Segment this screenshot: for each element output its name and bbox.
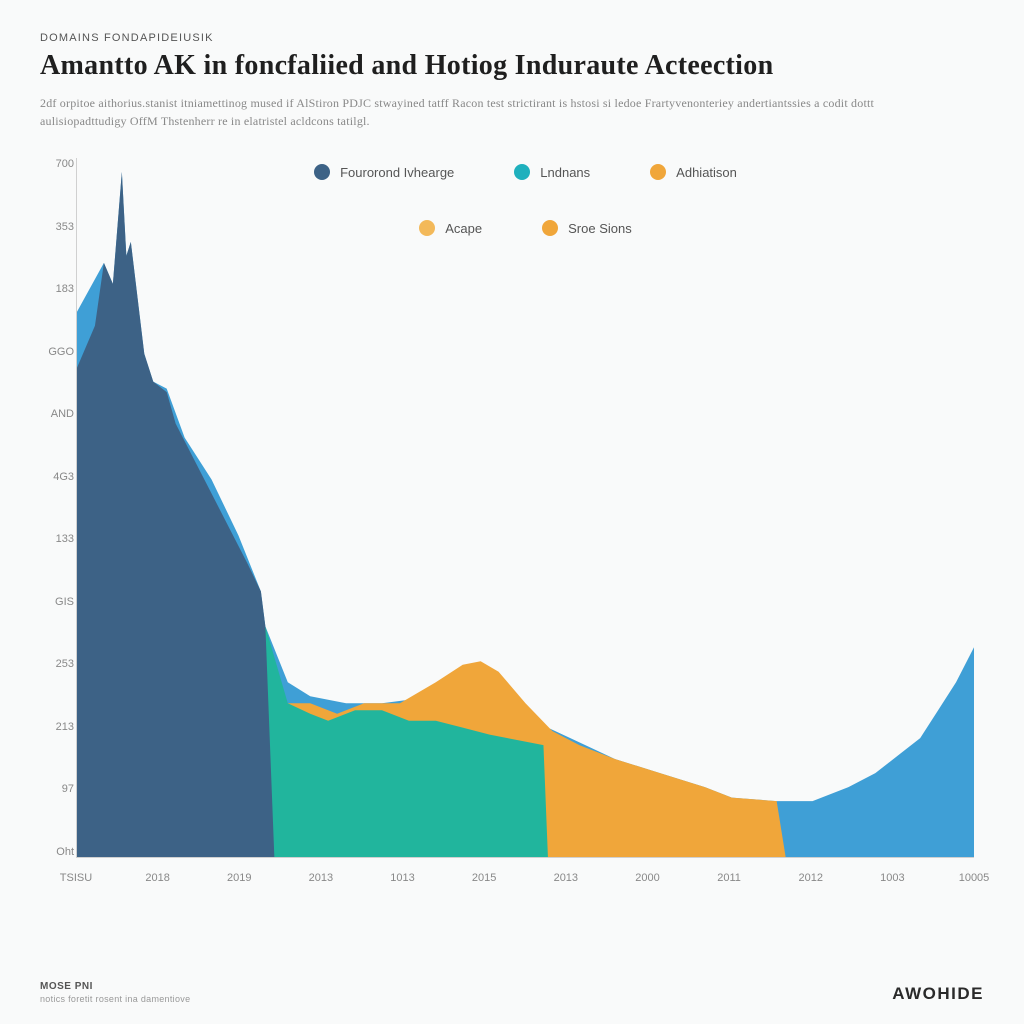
y-axis: 700 353 183 GGO AND 4G3 133 GIS 253 213 97 Oht: [40, 158, 74, 858]
x-tick: 2013: [554, 872, 578, 884]
x-tick: 2015: [472, 872, 496, 884]
x-tick: 1013: [390, 872, 414, 884]
brand-logo: AWOHIDE: [892, 984, 984, 1004]
x-tick: 2013: [309, 872, 333, 884]
footnote: MOSE PNI notics foretit rosent ina damen…: [40, 981, 190, 1004]
area-svg: [77, 158, 974, 857]
footnote-text: notics foretit rosent ina damentiove: [40, 994, 190, 1004]
x-tick: 2012: [798, 872, 822, 884]
area-darkblue-front: [77, 172, 274, 857]
x-tick: 2011: [717, 872, 741, 884]
subtitle-text: 2df orpitoe aithorius.stanist itniametti…: [40, 94, 960, 130]
area-teal-mid: [261, 626, 548, 857]
footer: MOSE PNI notics foretit rosent ina damen…: [40, 981, 984, 1004]
x-tick: 10005: [959, 872, 990, 884]
y-tick: GGO: [40, 346, 74, 358]
x-tick: 2000: [635, 872, 659, 884]
y-tick: 4G3: [40, 471, 74, 483]
page-title: Amantto AK in foncfaliied and Hotiog Ind…: [40, 50, 984, 82]
y-tick: GIS: [40, 596, 74, 608]
x-tick: 2018: [145, 872, 169, 884]
y-tick: 253: [40, 658, 74, 670]
y-tick: 97: [40, 783, 74, 795]
y-tick: 183: [40, 283, 74, 295]
plot-area: Fourorond IvheargeLndnansAdhiatison Acap…: [76, 158, 974, 858]
y-tick: 700: [40, 158, 74, 170]
x-axis: TSISU20182019201310132015201320002011201…: [76, 862, 974, 898]
eyebrow-text: DOMAINS FONDAPIDEIUSIK: [40, 32, 984, 44]
y-tick: Oht: [40, 846, 74, 858]
x-tick: 2019: [227, 872, 251, 884]
y-tick: 353: [40, 221, 74, 233]
y-tick: AND: [40, 408, 74, 420]
x-tick: 1003: [880, 872, 904, 884]
footnote-label: MOSE PNI: [40, 981, 190, 992]
x-tick: TSISU: [60, 872, 92, 884]
y-tick: 133: [40, 533, 74, 545]
y-tick: 213: [40, 721, 74, 733]
chart-container: 700353183GGOAND4G3133GIS25321397Oht Four…: [76, 158, 974, 898]
